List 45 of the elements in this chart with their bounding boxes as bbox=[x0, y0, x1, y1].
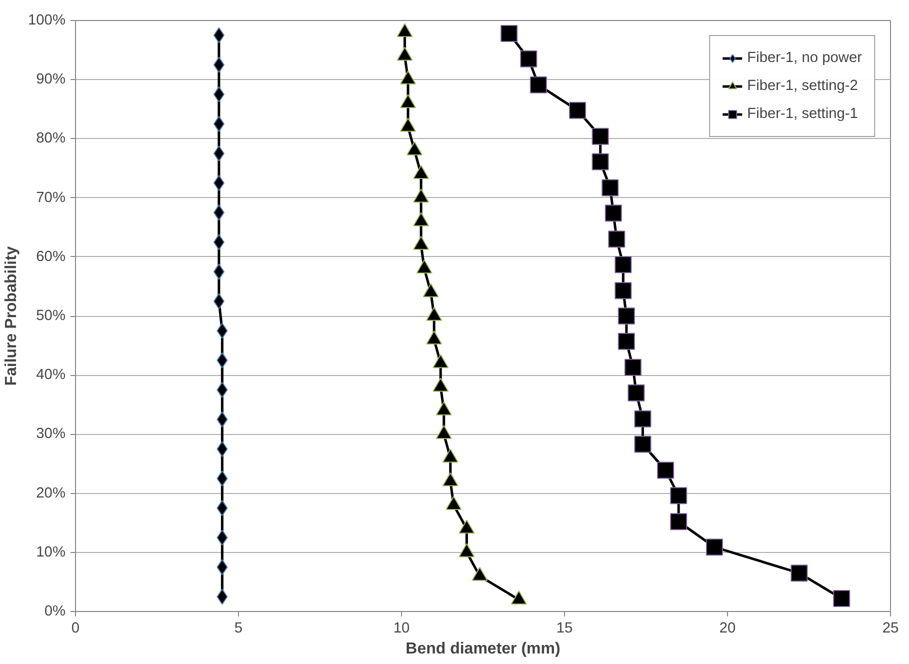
point bbox=[628, 384, 645, 402]
point bbox=[634, 410, 652, 428]
point bbox=[670, 513, 688, 530]
y-tick-label: 50% bbox=[36, 308, 66, 324]
y-tick-label: 80% bbox=[36, 130, 66, 147]
y-tick-label: 0% bbox=[44, 604, 66, 620]
y-tick-label: 100% bbox=[28, 12, 66, 28]
legend-label: Fiber-1, no power bbox=[747, 50, 862, 66]
x-tick-label: 5 bbox=[234, 620, 243, 636]
point bbox=[657, 462, 674, 479]
point bbox=[608, 230, 626, 248]
point bbox=[670, 487, 688, 504]
point bbox=[520, 50, 538, 68]
point bbox=[790, 564, 808, 582]
y-axis-title: Failure Probability bbox=[3, 246, 20, 386]
point bbox=[624, 358, 642, 376]
point bbox=[602, 179, 619, 196]
point bbox=[614, 282, 632, 300]
point bbox=[618, 308, 635, 324]
y-tick-label: 40% bbox=[36, 367, 66, 384]
x-axis-title: Bend diameter (mm) bbox=[406, 640, 560, 658]
y-tick-label: 10% bbox=[36, 544, 66, 560]
point bbox=[706, 538, 723, 556]
point bbox=[569, 102, 586, 119]
point bbox=[614, 256, 632, 274]
y-tick-label: 60% bbox=[36, 248, 66, 265]
y-tick-label: 70% bbox=[36, 190, 66, 206]
x-tick-label: 25 bbox=[882, 620, 899, 636]
y-tick-label: 90% bbox=[36, 72, 66, 88]
point bbox=[592, 128, 609, 145]
point bbox=[634, 436, 652, 453]
point bbox=[618, 332, 635, 350]
x-tick-label: 15 bbox=[556, 620, 573, 636]
point bbox=[500, 25, 518, 42]
y-tick-label: 20% bbox=[36, 485, 66, 502]
legend-label: Fiber-1, setting-1 bbox=[747, 106, 858, 122]
x-tick-label: 10 bbox=[393, 620, 410, 636]
point bbox=[592, 153, 609, 170]
point bbox=[530, 76, 547, 94]
x-tick-label: 0 bbox=[71, 620, 80, 636]
point bbox=[833, 590, 850, 607]
x-tick-label: 20 bbox=[719, 620, 736, 636]
y-tick-label: 30% bbox=[36, 426, 66, 442]
point bbox=[604, 204, 622, 222]
legend-label: Fiber-1, setting-2 bbox=[747, 78, 858, 94]
